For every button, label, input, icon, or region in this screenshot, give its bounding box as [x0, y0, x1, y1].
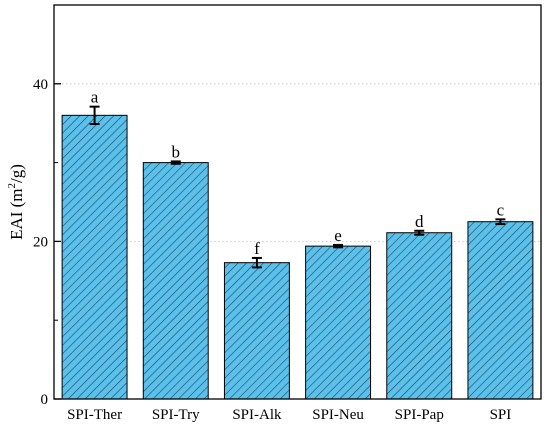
significance-letter-spi-alk: f [254, 239, 260, 258]
bar-spi-try [142, 162, 209, 400]
y-axis-label-prefix: EAI (m [7, 188, 26, 239]
bars-group [61, 114, 534, 400]
significance-letter-spi-try: b [172, 142, 181, 161]
plot-frame [53, 4, 542, 400]
error-bar-spi-alk [251, 256, 262, 269]
axes-frame [53, 4, 542, 400]
error-bar-spi-neu [333, 243, 344, 249]
x-tick-label-spi-ther: SPI-Ther [67, 407, 122, 423]
bar-spi-ther [61, 114, 128, 400]
y-tick-label-0: 0 [41, 392, 49, 408]
x-tick-label-spi-neu: SPI-Neu [312, 407, 364, 423]
error-bars-group [89, 105, 506, 269]
bar-spi-pap [386, 232, 453, 400]
ticks-group: 0 20 40 [33, 4, 61, 408]
x-tick-label-spi-alk: SPI-Alk [232, 407, 282, 423]
y-axis-label-superscript: 2 [6, 183, 18, 189]
y-tick-label-40: 40 [33, 77, 48, 93]
bar-spi-alk [223, 262, 290, 400]
significance-letter-spi: c [497, 200, 505, 219]
error-bar-spi [495, 218, 506, 226]
x-tick-label-spi-try: SPI-Try [152, 407, 200, 423]
y-axis-label-suffix: /g) [7, 164, 26, 183]
x-tick-label-spi: SPI [490, 407, 512, 423]
y-axis-label: EAI (m2/g) [6, 164, 26, 240]
x-tick-label-spi-pap: SPI-Pap [395, 407, 444, 423]
significance-letter-spi-neu: e [334, 226, 342, 245]
x-tick-labels-group: SPI-Ther SPI-Try SPI-Alk SPI-Neu SPI-Pap SPI [67, 407, 511, 423]
significance-letters-group: a b f e d c [91, 88, 505, 258]
error-bar-spi-try [170, 160, 181, 165]
error-bar-spi-ther [89, 105, 100, 125]
significance-letter-spi-ther: a [91, 88, 99, 107]
y-tick-label-20: 20 [33, 234, 48, 250]
grid-lines [54, 83, 541, 242]
significance-letter-spi-pap: d [415, 212, 424, 231]
error-bar-spi-pap [414, 229, 425, 236]
bar-spi [467, 221, 534, 400]
bar-spi-neu [305, 245, 372, 400]
